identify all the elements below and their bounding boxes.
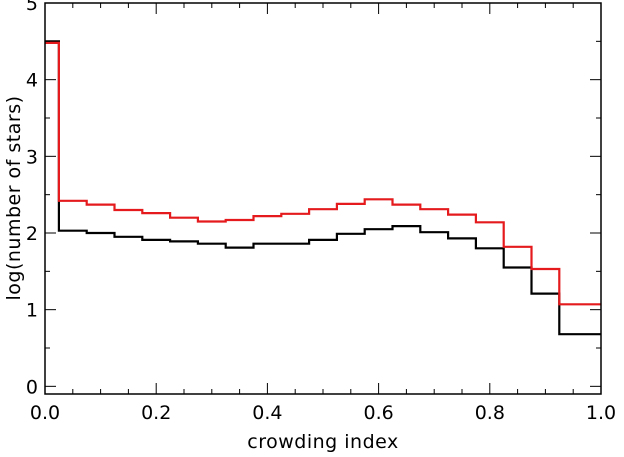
- y-tick-label: 2: [26, 223, 38, 245]
- y-tick-label: 5: [26, 0, 38, 15]
- series-layer: [45, 40, 601, 336]
- y-tick-label: 4: [26, 70, 38, 92]
- series-line-2: [45, 41, 601, 306]
- y-axis-title: log(number of stars): [3, 95, 25, 300]
- ticks-layer: [44, 2, 602, 394]
- x-tick-label: 1.0: [586, 402, 616, 424]
- x-tick-label: 0.6: [363, 402, 393, 424]
- x-tick-label: 0.0: [30, 402, 60, 424]
- x-tick-label: 0.8: [475, 402, 505, 424]
- y-tick-label: 0: [26, 376, 38, 398]
- y-tick-label: 3: [26, 146, 38, 168]
- y-tick-label: 1: [26, 300, 38, 322]
- series-line-1: [45, 40, 601, 336]
- x-tick-label: 0.4: [252, 402, 282, 424]
- x-axis-title: crowding index: [247, 431, 398, 453]
- plot-frame: [44, 2, 602, 395]
- x-tick-label: 0.2: [141, 402, 171, 424]
- tick-labels-layer: 0.0 0.2 0.4 0.6 0.8 1.0 0 1 2 3 4 5: [26, 0, 616, 424]
